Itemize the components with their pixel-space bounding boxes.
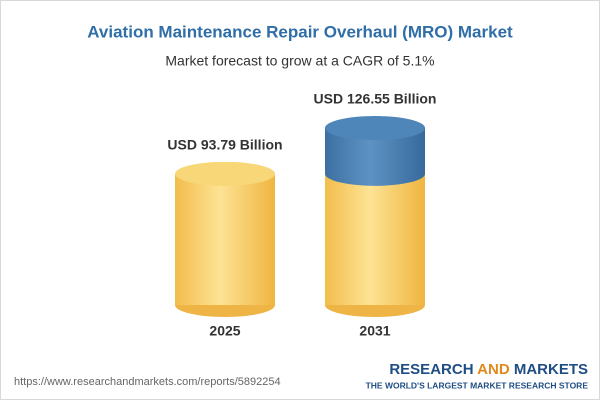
category-label: 2031 xyxy=(359,323,390,339)
brand-tagline: THE WORLD'S LARGEST MARKET RESEARCH STOR… xyxy=(366,380,589,390)
cylinder-growth-bottom xyxy=(325,161,425,186)
cylinder-body xyxy=(325,173,425,305)
brand: RESEARCH AND MARKETS xyxy=(389,361,588,378)
chart-title: Aviation Maintenance Repair Overhaul (MR… xyxy=(87,22,513,41)
category-label: 2025 xyxy=(209,323,240,339)
cylinder-body xyxy=(175,173,275,305)
source-url: https://www.researchandmarkets.com/repor… xyxy=(14,376,281,388)
value-label: USD 126.55 Billion xyxy=(314,91,437,107)
brand-word: RESEARCH xyxy=(389,361,473,378)
cylinder-top xyxy=(175,161,275,186)
value-label: USD 93.79 Billion xyxy=(167,137,282,153)
cylinder-top xyxy=(325,116,425,140)
brand-word: AND xyxy=(477,361,510,378)
chart-subtitle: Market forecast to grow at a CAGR of 5.1… xyxy=(165,53,434,69)
brand-word: MARKETS xyxy=(514,361,588,378)
